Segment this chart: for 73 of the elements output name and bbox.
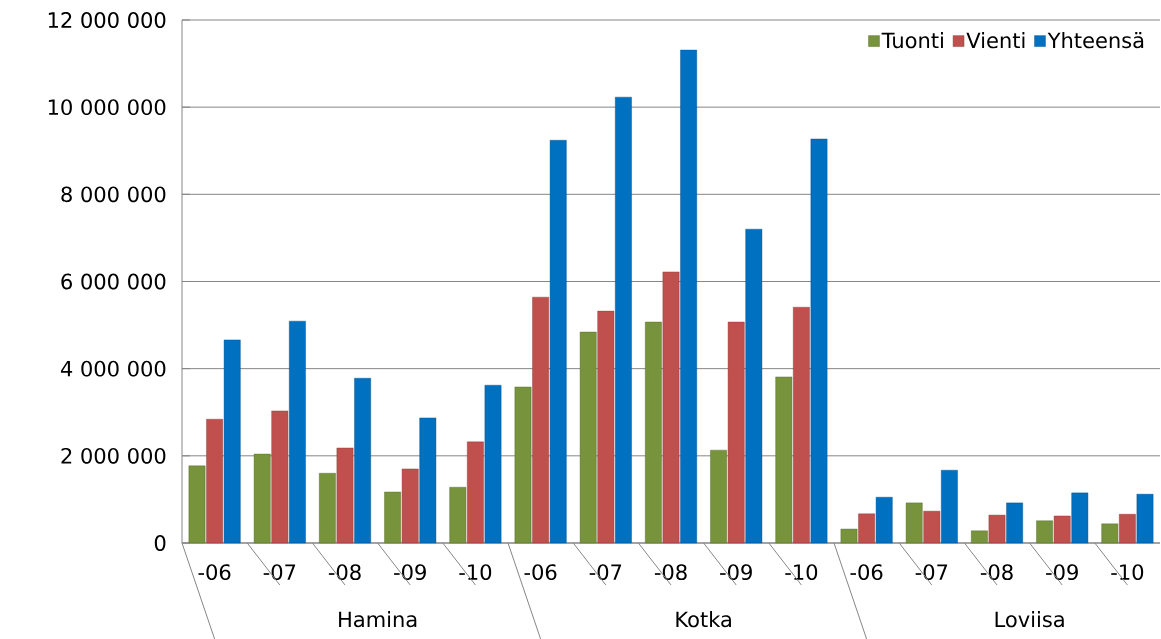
- x-tick-label: -06: [524, 564, 557, 581]
- bar: [289, 320, 306, 544]
- x-tick-label: -06: [850, 564, 883, 581]
- x-tick-label: -07: [915, 564, 948, 581]
- bar: [271, 410, 289, 544]
- text: Loviisa: [995, 611, 1064, 628]
- bar: [467, 441, 484, 544]
- bar: [384, 491, 401, 544]
- bar: [858, 513, 875, 544]
- x-tick-label: -10: [1111, 564, 1144, 581]
- legend-label: Vienti: [966, 32, 1025, 49]
- bar: [419, 417, 437, 544]
- bar: [1053, 515, 1071, 544]
- bar: [206, 419, 223, 544]
- bar: [923, 510, 941, 544]
- bar: [319, 473, 336, 544]
- bar: [793, 307, 810, 544]
- bar: [810, 138, 828, 544]
- bar: [941, 470, 958, 544]
- bar: [253, 453, 271, 544]
- bar: [727, 321, 745, 544]
- x-tick-label: -08: [980, 564, 1013, 581]
- bar: [223, 339, 241, 544]
- bar: [1101, 523, 1119, 544]
- text: Hamina: [339, 611, 417, 628]
- bar: [710, 449, 727, 544]
- bar: [905, 502, 923, 544]
- y-tick-label: 10 000 000: [48, 99, 166, 116]
- x-tick-label: -07: [589, 564, 622, 581]
- y-tick-label: 2 000 000: [61, 447, 166, 464]
- bar: [354, 378, 371, 544]
- y-tick-label: 12 000 000: [48, 12, 166, 28]
- bar: [449, 487, 467, 544]
- bar: [1036, 520, 1053, 544]
- bar: [645, 321, 662, 544]
- x-tick-label: -07: [263, 564, 296, 581]
- text: Kotka: [676, 611, 731, 628]
- bar: [484, 385, 502, 544]
- bar: [514, 386, 532, 544]
- x-tick-label: -08: [328, 564, 361, 581]
- bar: [1119, 514, 1136, 544]
- bar: [875, 497, 893, 544]
- y-tick-label: 6 000 000: [61, 273, 166, 290]
- x-tick-label: -10: [785, 564, 818, 581]
- bar: [971, 530, 988, 544]
- bar: [988, 514, 1006, 544]
- x-tick-label: -09: [720, 564, 752, 581]
- y-tick-label: 8 000 000: [61, 186, 166, 203]
- bar: [1071, 492, 1089, 544]
- bar: [401, 468, 419, 544]
- bar: [1006, 502, 1023, 544]
- x-tick-label: -10: [459, 564, 492, 581]
- bar: [579, 331, 597, 544]
- bar: [745, 228, 763, 544]
- legend-label: Yhteensä: [1047, 32, 1144, 49]
- bar: [680, 49, 697, 544]
- y-tick-label: 4 000 000: [60, 360, 166, 377]
- bar: [188, 465, 206, 544]
- bar: [662, 271, 680, 544]
- bar: [336, 447, 354, 544]
- bar: [597, 310, 615, 544]
- x-tick-label: -09: [394, 564, 426, 581]
- legend-label: Tuonti: [881, 32, 943, 49]
- bar: [549, 140, 567, 544]
- bar: [532, 296, 549, 544]
- x-tick-label: -06: [198, 564, 231, 581]
- bar: [840, 528, 858, 544]
- bar: [1136, 493, 1154, 544]
- x-tick-label: -09: [1046, 564, 1078, 581]
- x-tick-label: -08: [654, 564, 687, 581]
- bar: [615, 96, 632, 544]
- bar: [775, 376, 793, 544]
- y-tick-label: 0: [154, 535, 166, 551]
